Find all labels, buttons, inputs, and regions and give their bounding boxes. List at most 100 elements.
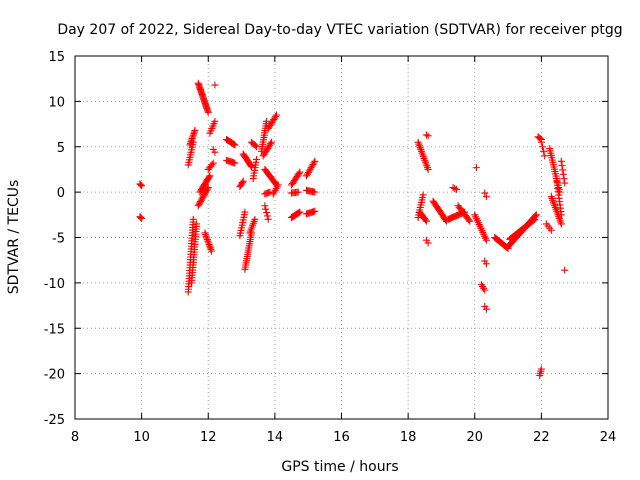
x-tick-label: 8 — [71, 430, 79, 445]
data-point — [203, 185, 211, 193]
x-tick-label: 16 — [333, 430, 350, 445]
data-point — [295, 209, 303, 217]
data-point — [449, 184, 457, 192]
x-tick-label: 20 — [466, 430, 483, 445]
data-point — [206, 242, 214, 250]
y-tick-label: -15 — [44, 322, 65, 337]
x-tick-label: 18 — [400, 430, 417, 445]
data-point — [238, 179, 246, 187]
data-point — [482, 260, 490, 268]
data-point — [137, 214, 145, 222]
data-point — [472, 164, 480, 172]
data-point — [203, 234, 211, 242]
x-axis-label: GPS time / hours — [281, 459, 398, 475]
data-point — [190, 128, 198, 136]
data-point — [559, 170, 567, 178]
data-point — [559, 166, 567, 174]
chart-title: Day 207 of 2022, Sidereal Day-to-day VTE… — [57, 22, 622, 38]
data-point — [422, 131, 430, 139]
data-point — [537, 365, 545, 373]
data-point — [465, 216, 473, 224]
data-point — [274, 181, 282, 189]
data-point — [208, 161, 216, 169]
data-point — [537, 138, 545, 146]
data-point — [203, 236, 211, 244]
data-point — [560, 175, 568, 183]
data-point — [189, 138, 197, 146]
data-point — [452, 185, 460, 193]
data-point — [482, 305, 490, 313]
data-point — [201, 229, 209, 237]
data-point — [205, 239, 213, 247]
data-point — [419, 191, 427, 199]
data-point — [251, 142, 259, 150]
data-point — [208, 247, 216, 255]
data-point — [311, 188, 319, 196]
data-point — [263, 212, 271, 220]
data-point — [263, 209, 271, 217]
data-point — [272, 113, 280, 120]
data-point — [424, 165, 432, 173]
x-tick-label: 12 — [200, 430, 217, 445]
data-point — [206, 244, 214, 252]
data-point — [241, 208, 249, 216]
y-tick-label: -5 — [52, 232, 65, 247]
y-tick-label: 15 — [48, 50, 65, 65]
data-point — [251, 215, 259, 223]
x-tick-label: 10 — [133, 430, 150, 445]
data-point — [540, 147, 548, 155]
data-point — [211, 148, 219, 156]
data-point — [547, 226, 555, 234]
data-point — [206, 172, 214, 180]
y-tick-label: 10 — [48, 95, 65, 110]
data-point — [204, 108, 212, 116]
x-axis-ticks: 8 10 12 14 16 18 20 22 24 — [71, 56, 616, 445]
data-point — [561, 179, 569, 187]
data-point — [530, 216, 538, 224]
data-point — [482, 236, 490, 244]
data-point — [424, 132, 432, 140]
data-point — [247, 162, 255, 170]
data-point — [190, 130, 198, 138]
data-point — [532, 212, 540, 220]
data-point — [424, 239, 432, 247]
data-point — [264, 215, 272, 223]
data-point — [211, 81, 219, 89]
data-point — [557, 157, 565, 165]
data-point — [311, 207, 319, 215]
data-point — [531, 215, 539, 223]
data-point — [193, 220, 201, 228]
data-point — [262, 205, 270, 213]
data-point — [209, 159, 217, 167]
data-point — [189, 133, 197, 141]
data-point — [466, 217, 474, 225]
y-axis-ticks: 15 10 5 0 -5 -10 -15 -20 -25 — [44, 50, 608, 428]
data-point — [138, 214, 146, 222]
y-axis-label: SDTVAR / TECUs — [6, 180, 22, 295]
data-point — [536, 135, 544, 143]
y-tick-label: 0 — [57, 186, 65, 201]
data-point — [310, 159, 318, 167]
data-point — [189, 215, 197, 223]
data-point — [268, 138, 276, 146]
data-point — [205, 173, 213, 181]
x-tick-label: 14 — [267, 430, 284, 445]
data-point — [296, 168, 304, 176]
x-tick-label: 24 — [600, 430, 617, 445]
data-point — [261, 202, 269, 210]
data-point — [205, 241, 213, 249]
x-tick-label: 22 — [533, 430, 550, 445]
data-point — [561, 266, 569, 274]
data-points — [136, 79, 569, 379]
data-point — [188, 134, 196, 142]
data-point — [481, 286, 489, 294]
data-point — [207, 245, 215, 253]
grid-layer — [75, 56, 608, 419]
data-point — [422, 217, 430, 225]
data-point — [481, 189, 489, 197]
y-tick-label: -20 — [44, 368, 65, 383]
data-point — [231, 141, 239, 149]
data-point — [191, 126, 199, 134]
data-point — [421, 216, 429, 224]
data-point — [248, 163, 256, 171]
